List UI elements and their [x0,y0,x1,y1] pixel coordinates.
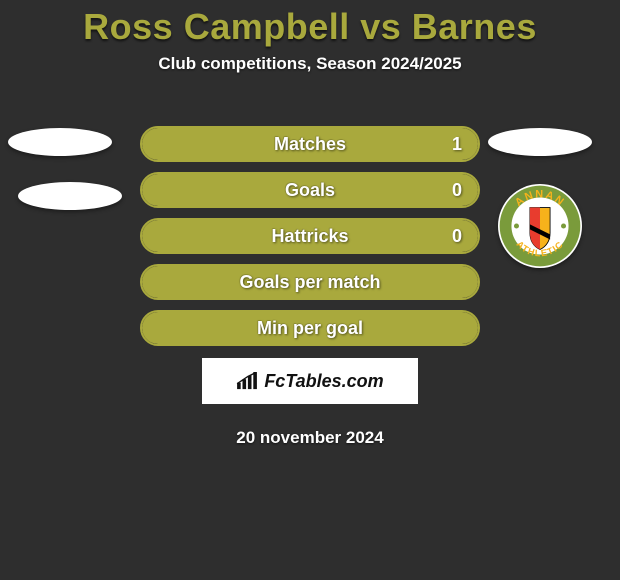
bar-goals-per-match: Goals per match [140,264,480,300]
subtitle: Club competitions, Season 2024/2025 [0,54,620,74]
left-ellipse-1 [8,128,112,156]
bar-label: Goals per match [239,272,380,293]
bar-label: Hattricks [271,226,348,247]
right-ellipse-1 [488,128,592,156]
annan-athletic-crest-icon: ANNAN ATHLETIC [498,184,582,268]
bar-value: 1 [452,134,462,155]
bar-chart-icon [236,372,258,390]
bar-label: Min per goal [257,318,363,339]
bar-value: 0 [452,180,462,201]
brand-text: FcTables.com [264,371,383,392]
bar-label: Goals [285,180,335,201]
bar-value: 0 [452,226,462,247]
bar-matches: Matches 1 [140,126,480,162]
bar-hattricks: Hattricks 0 [140,218,480,254]
bar-goals: Goals 0 [140,172,480,208]
stat-bars: Matches 1 Goals 0 Hattricks 0 Goals per … [140,126,480,356]
brand-box: FcTables.com [202,358,418,404]
bar-min-per-goal: Min per goal [140,310,480,346]
page-title: Ross Campbell vs Barnes [0,6,620,48]
date-text: 20 november 2024 [0,428,620,448]
bar-label: Matches [274,134,346,155]
club-logo: ANNAN ATHLETIC [498,184,582,268]
left-ellipse-2 [18,182,122,210]
